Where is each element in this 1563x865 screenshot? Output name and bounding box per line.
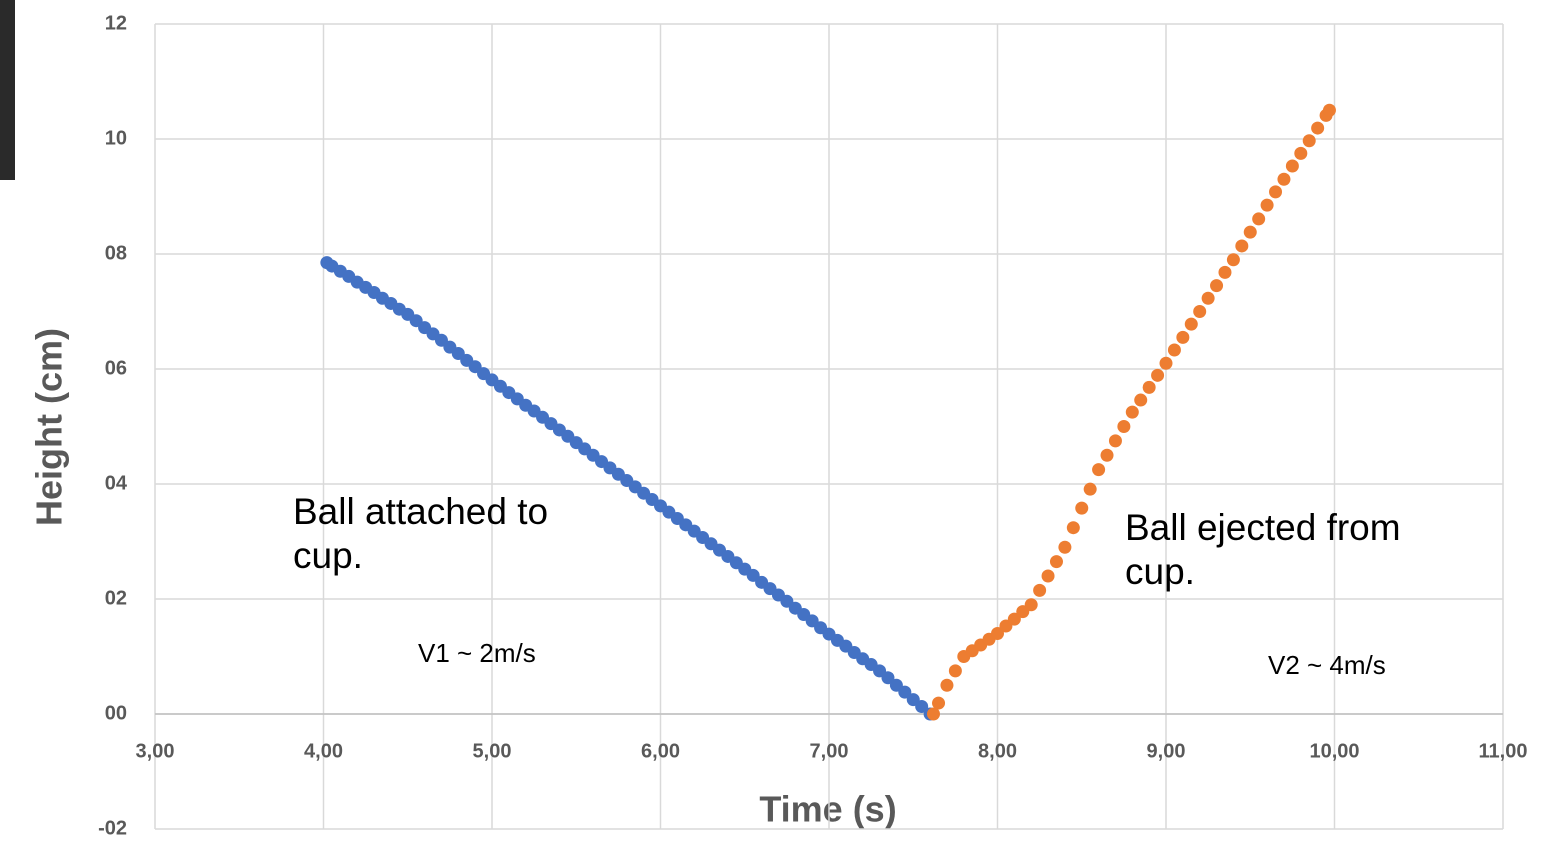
data-point xyxy=(1151,368,1165,382)
data-point xyxy=(1066,521,1080,535)
data-point xyxy=(1092,463,1106,477)
data-point xyxy=(1142,380,1156,394)
y-tick-label: 04 xyxy=(105,472,128,494)
x-axis-title: Time (s) xyxy=(759,789,896,830)
data-point xyxy=(1218,265,1232,279)
y-tick-label: 02 xyxy=(105,587,127,609)
x-tick-label: 3,00 xyxy=(136,740,175,762)
data-point xyxy=(1117,420,1131,433)
y-tick-label: 00 xyxy=(105,702,127,724)
x-tick-label: 9,00 xyxy=(1147,740,1186,762)
data-point xyxy=(915,700,929,714)
y-tick-label: 08 xyxy=(105,242,127,264)
data-point xyxy=(1294,146,1308,160)
data-point xyxy=(1252,212,1266,226)
data-point xyxy=(1235,239,1249,253)
data-point xyxy=(1134,393,1148,407)
data-point xyxy=(1322,103,1336,117)
data-point xyxy=(926,707,940,721)
data-point xyxy=(1243,225,1257,239)
data-point xyxy=(1024,598,1038,612)
data-point xyxy=(1193,305,1207,318)
data-point xyxy=(881,671,895,685)
data-point xyxy=(991,627,1004,640)
data-point xyxy=(1285,159,1299,173)
data-point xyxy=(1176,330,1190,344)
x-tick-label: 7,00 xyxy=(810,740,849,762)
data-point xyxy=(1226,253,1240,267)
data-point xyxy=(1049,555,1063,569)
data-point xyxy=(1075,501,1089,515)
x-tick-label: 11,00 xyxy=(1479,740,1528,762)
data-point xyxy=(1007,612,1021,626)
data-point xyxy=(1302,134,1316,148)
x-tick-label: 5,00 xyxy=(473,740,512,762)
y-axis-title: Height (cm) xyxy=(29,328,70,526)
y-tick-label: 10 xyxy=(105,127,127,149)
x-tick-label: 10,00 xyxy=(1309,740,1359,762)
data-point xyxy=(1210,279,1224,293)
data-point xyxy=(1260,198,1274,212)
data-point xyxy=(1311,121,1325,135)
data-point xyxy=(1100,448,1114,462)
data-point xyxy=(1167,343,1181,357)
data-point xyxy=(1108,434,1122,448)
annotation: Ball ejected from cup. xyxy=(1125,507,1401,593)
y-tick-label: 06 xyxy=(105,357,127,379)
data-point xyxy=(1033,583,1047,597)
data-point xyxy=(1184,317,1198,331)
data-point xyxy=(940,678,954,692)
x-tick-label: 6,00 xyxy=(641,740,680,762)
y-tick-label: -02 xyxy=(98,817,127,839)
data-point xyxy=(1058,540,1072,554)
data-point xyxy=(1201,291,1215,305)
x-tick-label: 4,00 xyxy=(304,740,343,762)
data-point xyxy=(1159,356,1173,370)
data-point xyxy=(1125,405,1139,419)
data-point xyxy=(1083,482,1097,496)
image-fragment xyxy=(0,0,15,180)
annotation: V2 ~ 4m/s xyxy=(1268,650,1386,680)
data-point xyxy=(898,685,912,699)
data-point xyxy=(1041,569,1055,583)
annotation: Ball attached to cup. xyxy=(293,491,549,577)
data-point xyxy=(1269,185,1283,199)
annotation: V1 ~ 2m/s xyxy=(418,638,536,668)
data-point xyxy=(1277,172,1291,186)
y-tick-label: 12 xyxy=(105,12,127,34)
data-point xyxy=(932,696,946,710)
data-point xyxy=(948,664,962,678)
x-tick-label: 8,00 xyxy=(978,740,1017,762)
